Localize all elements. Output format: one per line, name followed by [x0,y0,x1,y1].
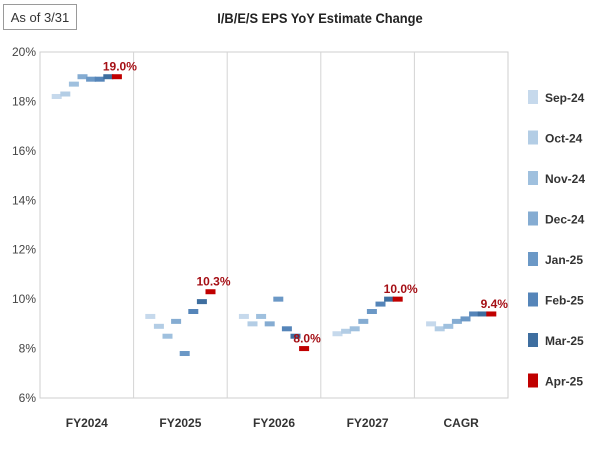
legend-swatch [528,90,538,104]
legend-label: Mar-25 [545,334,584,348]
data-point-jan-25 [179,351,190,357]
plot-area: 6% 8% 10% 12% 14% 16% 18% 20% FY2024 FY2025 FY2026… [12,45,509,430]
y-tick-label: 10% [12,292,36,306]
legend-label: Dec-24 [545,213,585,227]
legend-swatch [528,252,538,266]
y-tick-label: 20% [12,45,36,59]
legend-label: Feb-25 [545,294,584,308]
data-point-sep-24 [426,321,437,327]
data-point-mar-25 [477,311,488,317]
data-label: 10.0% [384,282,418,296]
legend-swatch [528,211,538,226]
data-point-oct-24 [153,323,164,329]
data-point-mar-25 [290,333,301,339]
legend-label: Apr-25 [545,375,583,389]
data-point-feb-25 [375,301,386,307]
data-point-dec-24 [77,74,88,80]
y-tick-label: 18% [12,94,36,108]
legend-swatch [528,333,538,347]
data-point-dec-24 [171,318,182,324]
y-tick-label: 14% [12,193,36,207]
legend-label: Sep-24 [545,91,585,105]
legend-label: Jan-25 [545,253,583,267]
data-point-sep-24 [332,331,343,337]
data-label: 19.0% [103,60,137,74]
data-point-nov-24 [162,333,173,339]
y-tick-label: 8% [19,342,37,356]
data-point-apr-25 [392,296,403,302]
data-point-mar-25 [384,296,395,302]
data-label: 9.4% [481,297,509,311]
data-point-apr-25 [486,311,497,317]
data-point-mar-25 [196,299,207,305]
data-point-nov-24 [349,326,360,332]
data-point-feb-25 [188,309,199,314]
data-point-oct-24 [341,328,352,334]
category-label: FY2024 [66,416,108,430]
data-point-nov-24 [256,313,267,319]
data-point-oct-24 [60,91,71,97]
data-label: 8.0% [293,332,321,346]
data-point-apr-25 [205,289,216,295]
category-label: FY2025 [159,416,201,430]
data-point-dec-24 [264,321,275,327]
legend-swatch [528,292,538,307]
data-point-oct-24 [434,326,445,332]
data-point-apr-25 [299,346,310,352]
data-point-apr-25 [111,74,122,80]
data-point-jan-25 [366,309,377,314]
data-point-sep-24 [51,93,62,99]
category-label: CAGR [444,416,480,430]
y-tick-label: 16% [12,144,36,158]
y-tick-label: 6% [19,391,37,405]
chart-title: I/B/E/S EPS YoY Estimate Change [217,10,423,26]
data-label: 10.3% [196,275,230,289]
legend-label: Oct-24 [545,132,583,146]
data-point-jan-25 [86,76,97,82]
legend-swatch [528,373,538,388]
legend-label: Nov-24 [545,172,585,186]
data-point-feb-25 [281,326,292,332]
data-point-dec-24 [451,318,462,324]
category-label: FY2027 [347,416,389,430]
data-point-jan-25 [273,296,284,302]
legend-swatch [528,130,538,145]
data-point-jan-25 [460,316,471,322]
data-point-sep-24 [238,313,249,319]
legend-swatch [528,171,538,185]
data-point-feb-25 [94,76,105,82]
legend: Sep-24 Oct-24 Nov-24 Dec-24 Jan-25 Feb-25 Mar-… [528,90,585,389]
as-of-label: As of 3/31 [3,4,77,30]
data-point-mar-25 [103,74,114,80]
data-point-oct-24 [247,321,258,327]
data-point-dec-24 [358,318,369,324]
y-tick-label: 12% [12,243,36,257]
data-point-nov-24 [68,81,79,87]
data-point-nov-24 [443,323,454,329]
data-point-feb-25 [469,311,480,317]
category-label: FY2026 [253,416,295,430]
plot-border [39,51,509,399]
data-point-sep-24 [145,313,156,319]
